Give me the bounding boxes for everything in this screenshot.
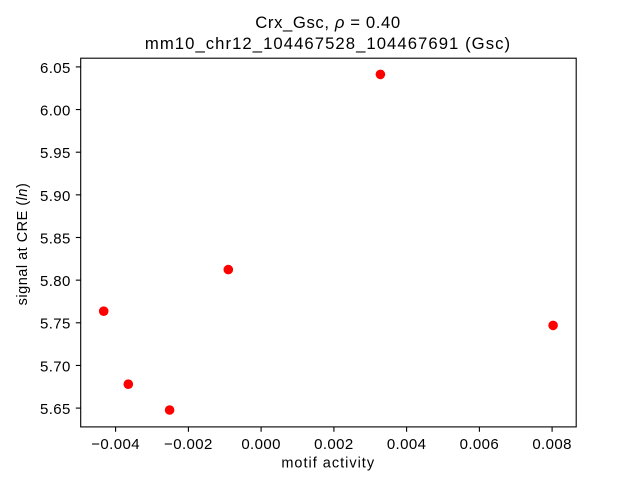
svg-text:Crx_Gsc, ρ = 0.40: Crx_Gsc, ρ = 0.40 [255,13,400,32]
svg-text:5.75: 5.75 [40,316,71,333]
svg-text:0.008: 0.008 [532,436,572,453]
svg-text:−0.004: −0.004 [91,436,140,453]
svg-text:5.80: 5.80 [40,273,71,290]
svg-text:motif activity: motif activity [281,456,375,472]
svg-text:−0.002: −0.002 [164,436,213,453]
svg-text:0.006: 0.006 [460,436,500,453]
svg-text:5.95: 5.95 [40,145,71,162]
svg-text:6.00: 6.00 [40,102,71,119]
svg-text:mm10_chr12_104467528_104467691: mm10_chr12_104467528_104467691 (Gsc) [145,34,511,53]
svg-text:0.000: 0.000 [241,436,281,453]
svg-text:6.05: 6.05 [40,60,71,77]
svg-text:signal at CRE (ln): signal at CRE (ln) [15,183,31,306]
svg-text:5.65: 5.65 [40,401,71,418]
svg-text:5.85: 5.85 [40,230,71,247]
svg-text:5.90: 5.90 [40,188,71,205]
svg-text:0.004: 0.004 [387,436,427,453]
svg-text:0.002: 0.002 [314,436,354,453]
svg-text:5.70: 5.70 [40,358,71,375]
